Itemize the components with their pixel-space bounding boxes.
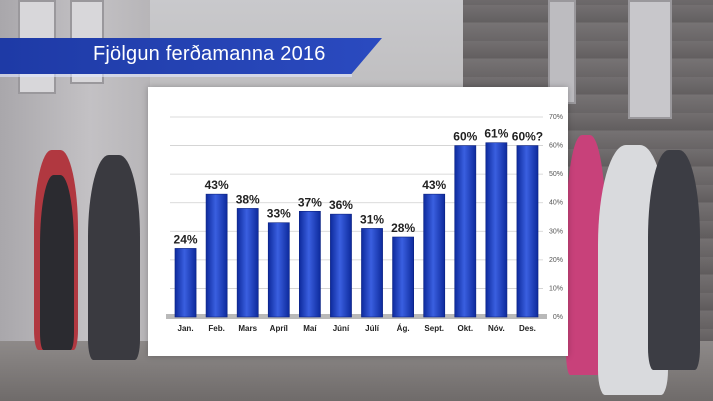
category-label: Sept. [424,324,444,333]
bar [392,236,414,318]
bar-value-label: 61% [484,127,508,141]
bar-value-label: 60% [453,130,477,144]
bar-value-label: 38% [236,192,260,206]
background-window [628,0,672,119]
bar [267,222,290,318]
title-stripe [0,74,352,77]
bar-value-label: 33% [267,207,291,221]
category-label: Nóv. [488,324,505,333]
bar [174,248,197,318]
grid-lines [166,116,547,319]
bar-value-label: 43% [205,178,229,192]
value-labels: 24% 43% 38% 33% 37% 36% 31% 28% 43% 60% 61% 60%? [174,127,544,247]
y-tick-label: 20% [549,257,563,264]
bar-value-label: 36% [329,198,353,212]
category-label: Ág. [397,324,410,333]
chart-title: Fjölgun ferðamanna 2016 [93,43,326,65]
category-label: Des. [519,324,536,333]
category-label: Feb. [208,324,224,333]
bar [423,193,446,318]
bar [236,208,259,318]
background-person [40,175,74,350]
y-tick-label: 10% [549,285,563,292]
y-tick-label: 50% [549,171,563,178]
bar-value-label: 31% [360,212,384,226]
bar-value-label: 24% [174,232,198,246]
bar-value-label: 43% [422,178,446,192]
x-axis-base [166,314,547,319]
category-label: Mars [238,324,257,333]
y-tick-label: 60% [549,143,563,150]
background-person [648,150,700,370]
category-label: Júní [333,324,350,333]
bar-chart: 0% 10% 20% 30% 40% 50% 60% 70% 24% 43% 38% 33% 37% 3… [166,114,563,333]
bar-value-label: 60%? [512,130,543,144]
y-tick-label: 0% [553,314,563,321]
y-tick-label: 30% [549,228,563,235]
bar [361,228,383,318]
category-labels: Jan. Feb. Mars Apríl Maí Júní Júlí Ág. Sept. Okt.… [178,324,536,333]
bar [330,213,352,318]
category-label: Júlí [365,324,380,333]
bar-value-label: 37% [298,195,322,209]
category-label: Jan. [178,324,194,333]
bar-value-label: 28% [391,221,415,235]
category-label: Apríl [270,324,288,333]
bar [205,193,228,318]
category-label: Okt. [458,324,474,333]
y-tick-label: 70% [549,114,563,121]
bar [454,145,477,318]
background-person [88,155,140,360]
y-tick-label: 40% [549,200,563,207]
bar [516,145,539,318]
bars [174,142,539,318]
bar [485,142,508,318]
category-label: Maí [303,324,317,333]
title-banner [0,38,382,74]
y-axis-ticks: 0% 10% 20% 30% 40% 50% 60% 70% [549,114,563,321]
background-window [548,0,576,104]
chart-panel: 0% 10% 20% 30% 40% 50% 60% 70% 24% 43% 38% 33% 37% 3… [148,87,568,356]
bar [299,210,321,318]
